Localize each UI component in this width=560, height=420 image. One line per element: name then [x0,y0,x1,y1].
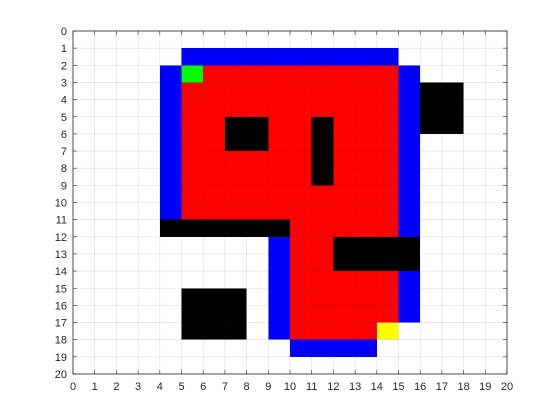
x-tick-label-17: 17 [436,381,448,393]
y-tick-label-14: 14 [55,266,67,278]
cell-green-10 [181,65,204,83]
cell-black-13 [224,116,269,152]
y-tick-label-17: 17 [55,318,67,330]
y-tick-label-8: 8 [61,163,67,175]
x-tick-label-6: 6 [200,381,206,393]
cell-blue-5 [290,339,377,357]
y-tick-label-9: 9 [61,180,67,192]
x-tick-labels: 0 1 2 3 4 5 6 7 8 9 10 11 12 13 14 15 16 17 18 19 20 [70,381,513,393]
x-tick-label-11: 11 [306,381,317,393]
x-tick-label-19: 19 [479,381,491,393]
cell-black-17 [181,288,247,340]
cell-blue-2 [398,65,421,237]
y-tick-label-19: 19 [55,352,67,364]
x-tick-label-12: 12 [327,381,339,393]
x-tick-label-0: 0 [70,381,76,393]
plot-area [72,30,508,375]
y-tick-label-2: 2 [61,60,67,72]
tick-marks [72,30,508,375]
cell-red-6 [181,65,399,220]
cell-blue-7 [398,219,421,237]
cell-black-14 [311,116,334,186]
y-tick-label-10: 10 [55,198,67,210]
x-tick-label-15: 15 [392,381,404,393]
y-tick-label-4: 4 [61,95,67,107]
y-tick-label-3: 3 [61,77,67,89]
cell-layer [159,48,464,357]
x-tick-label-2: 2 [113,381,119,393]
y-tick-label-15: 15 [55,283,67,295]
y-tick-label-12: 12 [55,232,67,244]
y-tick-label-20: 20 [55,369,67,381]
y-tick-label-7: 7 [61,146,67,158]
cell-black-15 [159,219,290,237]
cell-blue-3 [268,236,290,340]
x-tick-label-16: 16 [414,381,426,393]
x-tick-label-3: 3 [135,381,141,393]
x-tick-label-4: 4 [157,381,163,393]
y-tick-label-0: 0 [61,26,67,38]
cell-black-16 [333,236,421,272]
x-tick-label-8: 8 [244,381,250,393]
x-tick-label-20: 20 [501,381,513,393]
x-tick-label-14: 14 [371,381,383,393]
x-tick-label-9: 9 [265,381,271,393]
x-tick-label-10: 10 [284,381,296,393]
x-tick-label-1: 1 [92,381,98,393]
y-tick-label-13: 13 [55,249,67,261]
y-tick-label-18: 18 [55,335,67,347]
y-tick-label-1: 1 [61,43,67,55]
cell-red-9 [290,322,377,340]
y-tick-label-11: 11 [56,215,67,227]
x-tick-label-7: 7 [222,381,228,393]
y-tick-label-6: 6 [61,129,67,141]
cell-blue-0 [181,48,399,66]
cell-black-12 [420,82,464,134]
cell-blue-4 [398,271,421,323]
x-tick-label-18: 18 [457,381,469,393]
cell-blue-1 [159,65,182,220]
grid-lines [72,30,508,375]
x-tick-label-13: 13 [349,381,361,393]
y-tick-label-5: 5 [61,112,67,124]
y-tick-label-16: 16 [55,300,67,312]
cell-yellow-11 [376,322,399,340]
x-tick-label-5: 5 [178,381,184,393]
